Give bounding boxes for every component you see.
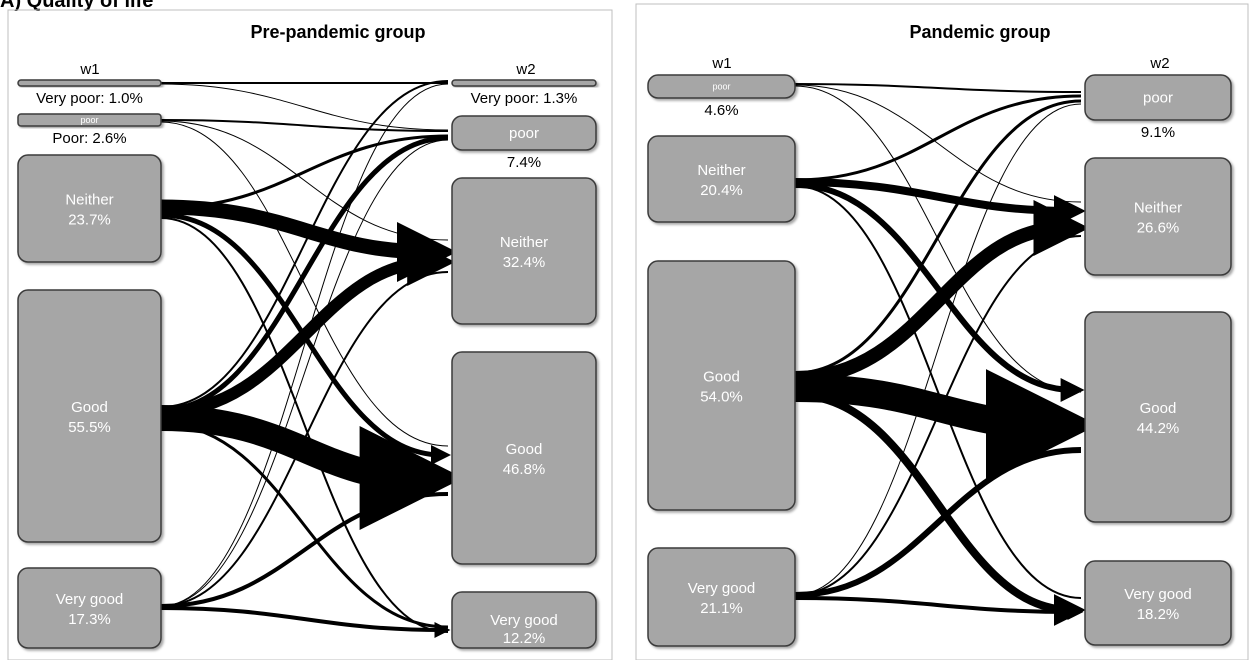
node-pct-pan-right-n: 26.6%	[1137, 220, 1180, 237]
flow-pre-g-to-n	[160, 238, 456, 418]
node-inner-pan-left-p: poor	[712, 82, 730, 92]
flow-pan-n-to-n	[794, 178, 1086, 227]
node-label-pre-right-g: Good	[506, 441, 543, 458]
node-pct-pan-left-n: 20.4%	[700, 182, 743, 199]
node-label-pre-left-vg: Very good	[56, 591, 124, 608]
node-label-pan-left-g: Good	[703, 369, 740, 386]
node-label-pre-right-p: poor	[509, 125, 539, 142]
node-label-pan-right-g: Good	[1140, 400, 1177, 417]
node-pan-left-g	[647, 260, 796, 511]
flow-pan-vg-to-g	[794, 447, 1082, 598]
node-label-pan-left-n: Neither	[697, 162, 745, 179]
flow-pan-g-to-vg	[794, 391, 1086, 626]
flow-pre-g-to-vg	[160, 422, 449, 629]
node-pct-pre-right-vg: 12.2%	[503, 630, 546, 647]
node-ext-label-pre-right-vp: Very poor: 1.3%	[471, 90, 578, 107]
node-label-pan-right-n: Neither	[1134, 200, 1182, 217]
flow-pre-g-to-g	[160, 405, 464, 530]
flow-pan-n-to-p	[794, 94, 1082, 182]
node-label-pre-right-vg: Very good	[490, 612, 558, 629]
node-pan-right-n	[1084, 157, 1232, 276]
node-ext-label-pre-left-vp: Very poor: 1.0%	[36, 90, 143, 107]
node-pre-right-vp	[451, 79, 597, 87]
node-ext-label-pre-left-p: Poor: 2.6%	[52, 130, 126, 147]
flow-pre-vp-to-p	[160, 83, 449, 131]
flow-pre-vg-to-p	[160, 139, 449, 607]
flow-pan-p-to-p	[794, 83, 1082, 93]
node-inner-pre-left-p: poor	[80, 115, 98, 125]
flow-pre-vg-to-g	[160, 492, 449, 608]
wave-label-pre-w1: w1	[79, 61, 99, 78]
node-pct-pre-right-n: 32.4%	[503, 254, 546, 271]
node-pre-left-vp	[17, 79, 162, 87]
node-label-pre-left-g: Good	[71, 399, 108, 416]
panel-frame-pan	[635, 3, 1249, 660]
panel-title-pre: Pre-pandemic group	[250, 22, 425, 42]
node-label-pan-right-p: poor	[1143, 90, 1173, 107]
node-pan-left-n	[647, 135, 796, 223]
wave-label-pan-w2: w2	[1149, 55, 1169, 72]
flow-pre-n-to-vg	[160, 217, 449, 633]
flow-pan-g-to-p	[794, 99, 1082, 375]
wave-label-pre-w2: w2	[515, 61, 535, 78]
wave-label-pan-w1: w1	[711, 55, 731, 72]
node-pct-pre-left-n: 23.7%	[68, 212, 111, 229]
flow-pre-g-to-p	[160, 135, 449, 413]
node-label-pre-left-n: Neither	[65, 192, 113, 209]
node-pre-right-p	[451, 115, 597, 151]
panel-frame-pre	[7, 9, 613, 660]
node-label-pre-right-n: Neither	[500, 234, 548, 251]
flow-pan-vg-to-n	[794, 235, 1082, 596]
node-label-pan-right-vg: Very good	[1124, 586, 1192, 603]
flow-pan-vg-to-vg	[794, 596, 1084, 620]
node-pre-right-n	[451, 177, 597, 325]
flow-pre-vg-to-vg	[160, 606, 451, 638]
node-pct-pre-right-g: 46.8%	[503, 461, 546, 478]
node-pre-left-g	[17, 289, 162, 543]
node-pre-right-vg	[451, 591, 597, 649]
node-pan-left-vg	[647, 547, 796, 647]
flow-pre-p-to-p	[160, 119, 449, 132]
flow-pan-vg-to-p	[794, 103, 1082, 596]
node-ext-label-pan-right-p: 9.1%	[1141, 124, 1175, 141]
node-pre-left-n	[17, 154, 162, 263]
node-pct-pan-right-g: 44.2%	[1137, 420, 1180, 437]
flow-pan-g-to-n	[794, 200, 1090, 385]
node-label-pan-left-vg: Very good	[688, 580, 756, 597]
node-ext-label-pan-left-p: 4.6%	[704, 102, 738, 119]
node-pan-right-p	[1084, 74, 1232, 121]
panel-title-pan: Pandemic group	[909, 22, 1050, 42]
flow-pre-g-to-vp	[160, 80, 449, 408]
figure-title: A) Quality of life	[0, 0, 154, 12]
node-pre-left-p	[17, 113, 162, 127]
node-pct-pre-left-g: 55.5%	[68, 419, 111, 436]
flow-pan-p-to-n	[794, 84, 1082, 203]
node-ext-label-pre-right-p: 7.4%	[507, 154, 541, 171]
flow-pan-n-to-vg	[794, 185, 1082, 599]
node-pct-pan-left-g: 54.0%	[700, 389, 743, 406]
flow-pre-n-to-n	[160, 199, 457, 282]
node-pct-pre-left-vg: 17.3%	[68, 611, 111, 628]
node-pct-pan-right-vg: 18.2%	[1137, 606, 1180, 623]
node-pan-right-g	[1084, 311, 1232, 523]
node-pan-left-p	[647, 74, 796, 99]
node-pre-left-vg	[17, 567, 162, 649]
flow-pre-vg-to-n	[160, 271, 449, 607]
node-pan-right-vg	[1084, 560, 1232, 646]
node-pct-pan-left-vg: 21.1%	[700, 600, 743, 617]
flow-pan-g-to-g	[794, 368, 1098, 481]
flow-pre-vg-to-vp	[160, 83, 449, 607]
node-pre-right-g	[451, 351, 597, 565]
